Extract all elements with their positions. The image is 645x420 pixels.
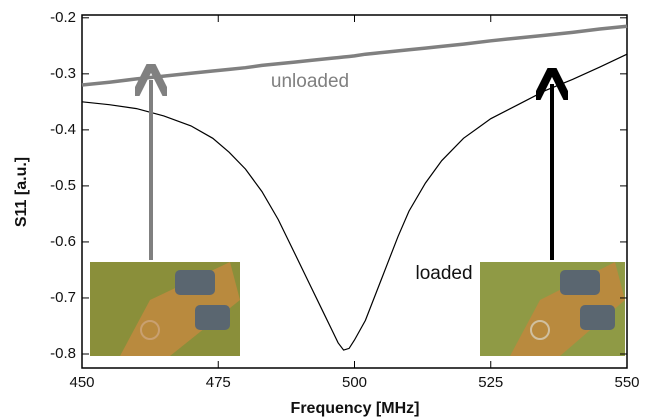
y-tick-label: -0.8	[50, 345, 76, 362]
y-tick-label: -0.4	[50, 121, 76, 138]
photo-inset	[90, 262, 240, 356]
y-tick-label: -0.3	[50, 65, 76, 82]
x-tick-label: 450	[69, 374, 94, 391]
x-tick-label: 500	[342, 374, 367, 391]
y-tick-label: -0.7	[50, 289, 76, 306]
x-tick-label: 475	[206, 374, 231, 391]
annotation: unloaded	[271, 71, 349, 92]
x-tick-label: 550	[614, 374, 639, 391]
photo-inset	[480, 262, 625, 356]
series-line	[81, 24, 628, 87]
series-line	[81, 53, 628, 351]
y-tick-label: -0.2	[50, 9, 76, 26]
x-tick-label: 525	[478, 374, 503, 391]
annotation: loaded	[415, 263, 472, 284]
y-tick-label: -0.5	[50, 177, 76, 194]
x-axis-label: Frequency [MHz]	[291, 400, 420, 417]
y-tick-label: -0.6	[50, 233, 76, 250]
y-axis-label: S11 [a.u.]	[13, 157, 30, 227]
